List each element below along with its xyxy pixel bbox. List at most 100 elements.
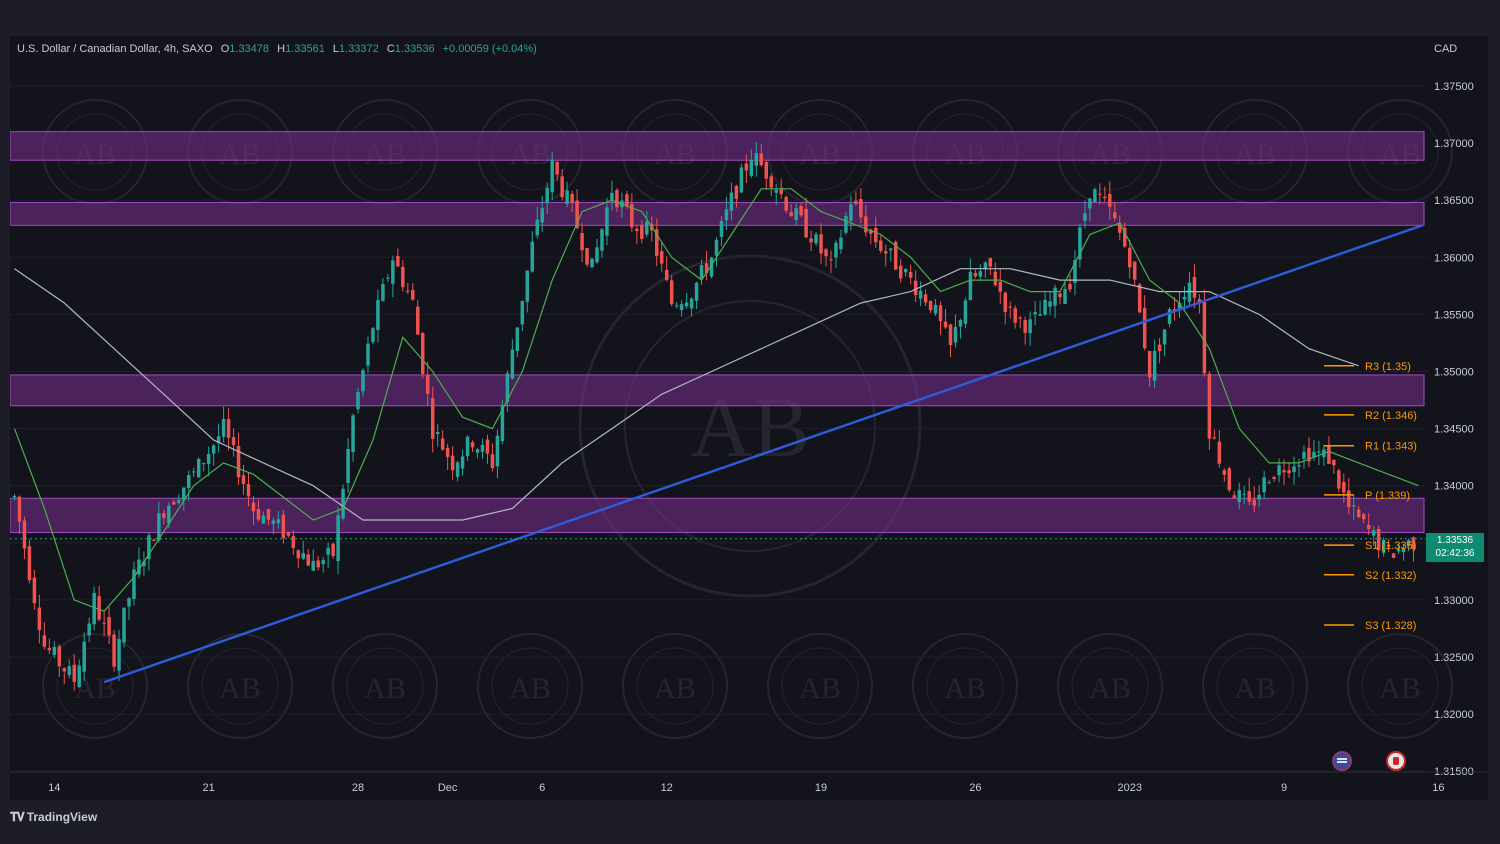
- candle-body: [137, 559, 141, 575]
- candle-body: [72, 664, 76, 682]
- candle-body: [1118, 222, 1122, 233]
- candle-body: [296, 550, 301, 559]
- candle-body: [789, 212, 793, 217]
- low-value: 1.33372: [339, 43, 379, 55]
- time-axis-label: 26: [969, 782, 981, 794]
- candle-body: [152, 539, 156, 541]
- candle-body: [1302, 451, 1306, 459]
- candle-body: [923, 294, 928, 303]
- candle-body: [1342, 481, 1346, 493]
- candle-body: [1277, 465, 1281, 476]
- candle-body: [1088, 198, 1092, 209]
- candle-body: [1217, 441, 1222, 464]
- candle-body: [142, 561, 146, 567]
- candle-body: [530, 241, 535, 272]
- candle-body: [32, 577, 37, 604]
- watermark-seal-mark: AB: [74, 672, 116, 705]
- candle-body: [879, 240, 883, 251]
- watermark-seal-ring-icon: [781, 647, 859, 725]
- candle-body: [450, 455, 455, 471]
- candle-body: [485, 439, 490, 454]
- candle-body: [256, 509, 261, 520]
- watermark-seal-mark: AB: [364, 672, 406, 705]
- candle-body: [1262, 477, 1266, 493]
- candle-body: [102, 622, 106, 624]
- us-flag-icon[interactable]: [1332, 751, 1352, 771]
- candle-body: [1247, 491, 1251, 502]
- canada-flag-icon[interactable]: [1386, 751, 1406, 771]
- candle-body: [689, 298, 694, 309]
- candle-body: [963, 300, 968, 324]
- candle-body: [754, 153, 759, 166]
- candle-body: [555, 161, 559, 175]
- candle-body: [1272, 477, 1276, 480]
- candle-body: [684, 302, 689, 307]
- candle-body: [1063, 289, 1067, 304]
- candle-body: [615, 190, 619, 208]
- price-axis-label: 1.32500: [1434, 652, 1474, 664]
- candle-body: [1337, 470, 1341, 489]
- candle-body: [968, 271, 973, 301]
- candle-body: [600, 229, 604, 251]
- candle-body: [983, 262, 988, 270]
- candle-body: [1297, 465, 1301, 467]
- candle-body: [824, 249, 828, 257]
- candle-body: [505, 373, 510, 402]
- watermark-seal-icon: [332, 633, 438, 739]
- candle-body: [1357, 509, 1361, 517]
- candle-body: [27, 546, 32, 581]
- candle-body: [570, 193, 574, 203]
- price-axis-label: 1.32000: [1434, 709, 1474, 721]
- price-axis-label: 1.37000: [1434, 138, 1474, 150]
- pivot-label: S2 (1.332): [1365, 570, 1416, 582]
- candle-body: [331, 543, 335, 557]
- candle-body: [371, 328, 375, 343]
- candle-body: [475, 449, 480, 453]
- chart-panel[interactable]: ABABABABABABABABABABABABABABABABABABABAB…: [10, 36, 1488, 800]
- candle-body: [913, 280, 918, 296]
- watermark-seal-mark: AB: [1379, 672, 1421, 705]
- watermark-seal-ring-icon: [1216, 647, 1294, 725]
- price-axis-label: 1.34000: [1434, 481, 1474, 493]
- watermark-seal-icon: [1347, 633, 1453, 739]
- candle-body: [346, 448, 350, 483]
- time-axis-label: 16: [1432, 782, 1444, 794]
- candle-body: [500, 405, 505, 442]
- candle-body: [779, 189, 783, 195]
- candle-body: [177, 499, 181, 503]
- candle-body: [301, 553, 305, 559]
- candle-body: [406, 290, 410, 292]
- candle-body: [640, 224, 644, 239]
- candle-body: [958, 320, 963, 327]
- watermark-seal-ring-icon: [201, 647, 279, 725]
- candle-body: [1411, 537, 1416, 550]
- ma-slow-line: [14, 268, 1359, 521]
- candle-body: [1361, 514, 1366, 520]
- tradingview-brand[interactable]: 𝐓𝐕 TradingView: [10, 810, 97, 825]
- candle-body: [82, 641, 86, 672]
- watermark-seal-mark: AB: [944, 672, 986, 705]
- candle-body: [864, 216, 868, 233]
- candle-body: [510, 349, 515, 379]
- candle-body: [196, 458, 201, 478]
- candle-body: [1237, 489, 1241, 503]
- candle-body: [744, 163, 749, 171]
- candle-body: [465, 436, 470, 457]
- candle-body: [903, 269, 908, 273]
- candle-body: [326, 547, 330, 555]
- candle-body: [361, 370, 365, 392]
- candle-body: [62, 668, 67, 672]
- pivot-label: R2 (1.346): [1365, 410, 1417, 422]
- candle-body: [829, 259, 833, 261]
- candle-body: [401, 266, 405, 288]
- candle-body: [749, 160, 754, 177]
- watermark-seal-mark: AB: [509, 672, 551, 705]
- candle-body: [246, 484, 251, 497]
- price-chart[interactable]: ABABABABABABABABABABABABABABABABABABABAB…: [10, 36, 1488, 800]
- candle-body: [281, 514, 286, 538]
- candle-body: [1167, 309, 1172, 324]
- candle-body: [112, 634, 116, 667]
- candle-body: [520, 300, 525, 325]
- candle-body: [709, 257, 714, 277]
- candle-body: [122, 607, 126, 643]
